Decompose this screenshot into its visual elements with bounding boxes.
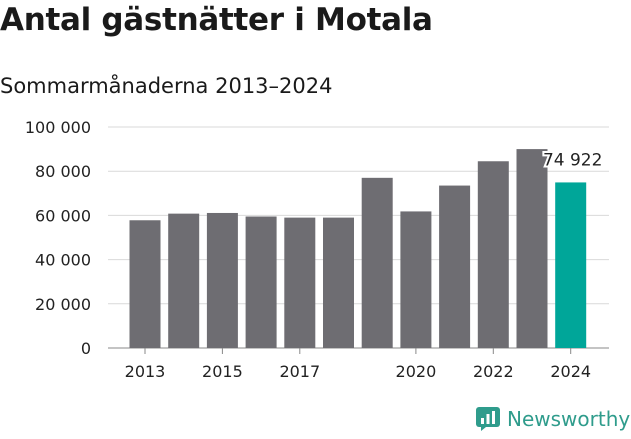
x-tick-label: 2020: [396, 362, 437, 381]
bar-2021: [439, 185, 471, 348]
y-tick-label: 0: [81, 339, 91, 358]
bar-2022: [477, 161, 509, 348]
chart-subtitle: Sommarmånaderna 2013–2024: [0, 74, 333, 98]
brand-name: Newsworthy: [507, 407, 631, 431]
data-labels: 74 922: [541, 148, 604, 172]
y-tick-label: 20 000: [35, 295, 91, 314]
x-axis-tick-labels: 2013 2015 2017 2020 2022 2024: [125, 348, 591, 381]
x-tick-label: 2017: [279, 362, 320, 381]
bar-2023: [516, 149, 548, 348]
x-tick-label: 2022: [473, 362, 514, 381]
bar-2019: [361, 177, 393, 348]
y-tick-label: 40 000: [35, 251, 91, 270]
value-label-2024: 74 922: [543, 150, 602, 170]
bars: [129, 149, 587, 348]
x-tick-label: 2024: [550, 362, 591, 381]
bar-chart-logo-icon: [476, 407, 500, 431]
bar-2017: [284, 217, 316, 348]
bar-2018: [323, 217, 354, 348]
bar-2024: [555, 182, 587, 348]
x-tick-label: 2013: [125, 362, 166, 381]
chart-title: Antal gästnätter i Motala: [0, 2, 433, 38]
bar-2014: [168, 213, 200, 348]
y-tick-label: 80 000: [35, 162, 91, 181]
bar-2020: [400, 211, 432, 348]
bar-2016: [245, 216, 277, 348]
x-tick-label: 2015: [202, 362, 243, 381]
y-axis-tick-labels: 0 20 000 40 000 60 000 80 000 100 000: [25, 118, 91, 358]
brand-logo: Newsworthy: [475, 406, 630, 432]
y-tick-label: 100 000: [25, 118, 91, 137]
bar-2015: [206, 212, 238, 348]
bar-2013: [129, 220, 161, 348]
y-tick-label: 60 000: [35, 206, 91, 225]
